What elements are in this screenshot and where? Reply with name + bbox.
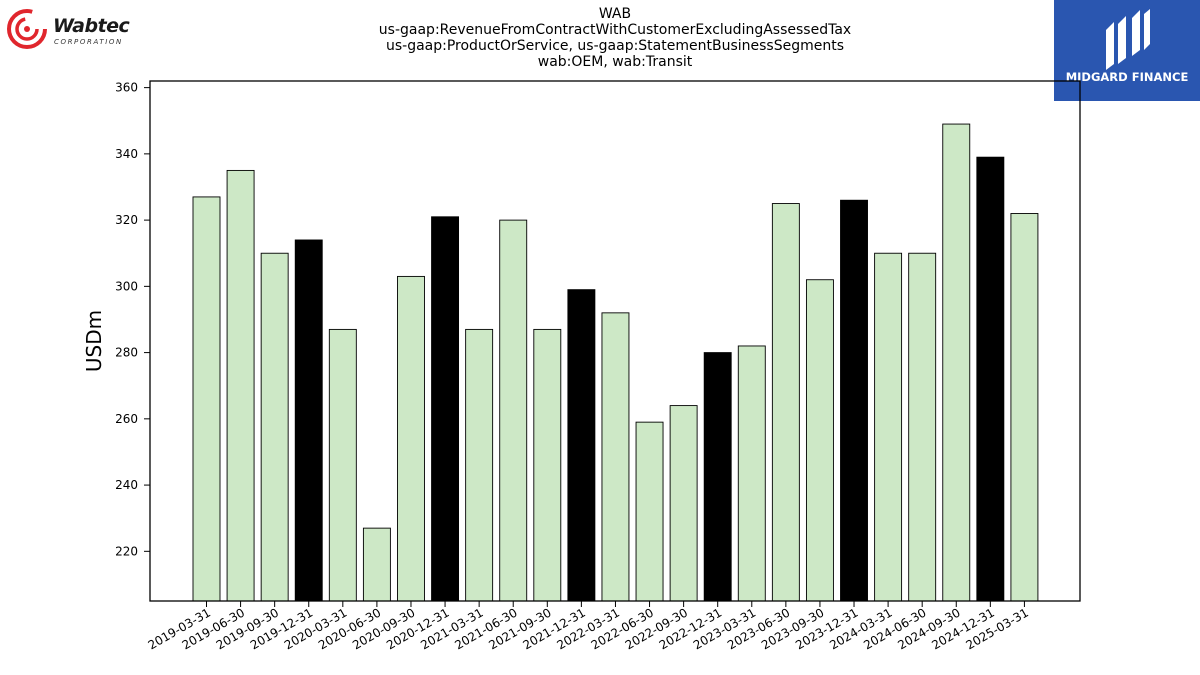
bar-2019-09-30 [260,252,289,602]
bar-2020-03-31 [328,328,357,602]
midgard-logo: MIDGARD FINANCE [1054,0,1200,101]
chart-title: WAB us-gaap:RevenueFromContractWithCusto… [300,6,930,70]
bar-2024-09-30 [942,123,971,602]
title-line-concept: us-gaap:RevenueFromContractWithCustomerE… [378,22,852,38]
y-tick-label: 320 [115,213,138,227]
y-tick-label: 360 [115,81,138,95]
bar-2021-03-31 [465,328,494,602]
title-line-members: wab:OEM, wab:Transit [537,54,693,70]
bar-2024-12-31 [976,156,1005,602]
wabtec-sub-text: CORPORATION [54,38,123,46]
bar-2022-06-30 [635,421,664,602]
bar-2022-09-30 [669,405,698,602]
bar-2021-09-30 [533,328,562,602]
y-tick-label: 280 [115,346,138,360]
midgard-mark-icon [1106,9,1150,70]
y-tick-label: 340 [115,147,138,161]
bar-2021-06-30 [499,219,528,602]
bar-2023-03-31 [737,345,766,602]
bar-2020-12-31 [431,216,460,602]
midgard-text: MIDGARD FINANCE [1065,70,1189,84]
bar-2025-03-31 [1010,213,1039,602]
bar-2023-06-30 [771,203,800,602]
title-line-ticker: WAB [598,6,632,22]
bars-group [192,123,1039,602]
title-line-axes: us-gaap:ProductOrService, us-gaap:Statem… [385,38,844,54]
wabtec-brand-text: Wabtec [53,15,130,37]
bar-2021-12-31 [567,289,596,602]
wabtec-logo: Wabtec CORPORATION [6,6,146,52]
y-tick-label: 300 [115,279,138,293]
bar-2019-06-30 [226,169,255,602]
bar-2020-09-30 [397,275,425,602]
bar-2024-03-31 [874,252,903,602]
y-axis-label: USDm [82,310,106,372]
bar-2023-12-31 [840,199,868,602]
bar-2022-12-31 [703,352,732,602]
y-axis: 220 240 260 280 300 320 340 360 [115,81,150,558]
bar-2020-06-30 [362,527,391,602]
bar-2024-06-30 [908,252,937,602]
y-tick-label: 240 [115,478,138,492]
x-axis: 2019-03-312019-06-302019-09-302019-12-31… [146,601,1031,652]
wabtec-swirl-icon [7,9,47,49]
bar-2022-03-31 [601,312,630,602]
bar-2019-12-31 [294,239,323,602]
bar-2019-03-31 [192,196,221,602]
bar-2023-09-30 [805,279,834,602]
y-tick-label: 220 [115,544,138,558]
y-tick-label: 260 [115,412,138,426]
